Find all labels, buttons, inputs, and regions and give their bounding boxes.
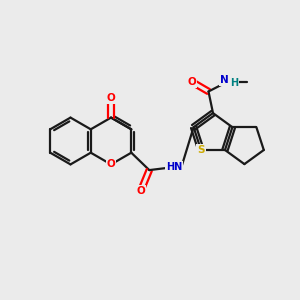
Text: O: O [107, 159, 116, 170]
Text: O: O [107, 93, 116, 103]
Text: HN: HN [166, 162, 182, 172]
Text: S: S [197, 145, 205, 155]
Text: O: O [136, 185, 145, 196]
Text: H: H [230, 78, 239, 88]
Text: N: N [220, 75, 229, 85]
Text: O: O [188, 77, 196, 87]
